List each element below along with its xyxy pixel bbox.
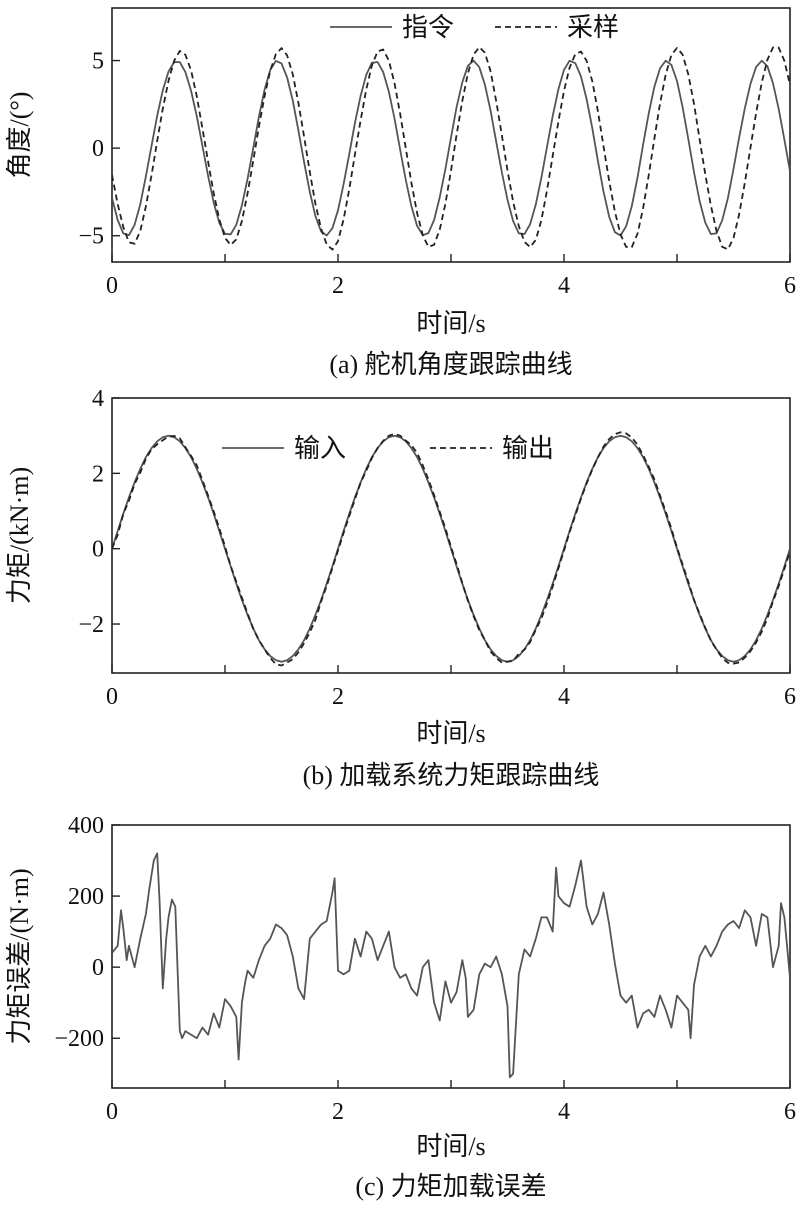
series-line-error	[112, 852, 790, 1079]
x-tick-label: 6	[784, 684, 796, 710]
y-tick-label: 0	[92, 955, 104, 981]
x-tick-label: 0	[106, 1099, 118, 1125]
x-tick-label: 2	[332, 684, 344, 710]
chart-panel-c: 0 2 4 6 −200 0 200 400 时间/s 力矩误差/(N·m) (c) 力矩加载误差	[5, 813, 796, 1201]
y-tick-label: 2	[92, 461, 104, 487]
x-tick-label: 4	[558, 684, 570, 710]
series-line-采样	[112, 46, 790, 251]
series-line-指令	[112, 59, 790, 237]
x-tick-label: 2	[332, 1099, 344, 1125]
series-line-输入	[112, 434, 790, 663]
y-axis-title: 力矩/(kN·m)	[5, 467, 34, 604]
legend-label: 指令	[402, 13, 454, 42]
y-axis-title: 角度/(°)	[5, 92, 34, 179]
x-axis-title: 时间/s	[416, 719, 485, 748]
y-tick-label: −5	[78, 224, 104, 250]
x-tick-label: 0	[106, 273, 118, 299]
panel-caption: (b) 加载系统力矩跟踪曲线	[303, 761, 600, 790]
y-tick-label: 0	[92, 136, 104, 162]
x-tick-label: 0	[106, 684, 118, 710]
x-tick-label: 2	[332, 273, 344, 299]
legend-label: 输入	[294, 434, 346, 463]
y-tick-label: −200	[54, 1026, 104, 1052]
x-tick-label: 6	[784, 1099, 796, 1125]
plot-frame	[111, 397, 791, 674]
x-tick-label: 4	[558, 273, 570, 299]
x-axis-title: 时间/s	[416, 309, 485, 338]
x-tick-label: 4	[558, 1099, 570, 1125]
y-tick-label: 200	[68, 884, 104, 910]
y-tick-label: 5	[92, 49, 104, 75]
panel-caption: (a) 舵机角度跟踪曲线	[329, 350, 572, 379]
x-axis-title: 时间/s	[416, 1132, 485, 1161]
x-tick-label: 6	[784, 273, 796, 299]
y-tick-label: −2	[78, 612, 104, 638]
y-tick-label: 0	[92, 537, 104, 563]
plot-frame	[111, 824, 791, 1089]
panel-caption: (c) 力矩加载误差	[355, 1172, 546, 1201]
legend-label: 采样	[567, 13, 619, 42]
y-tick-label: 400	[68, 813, 104, 839]
y-axis-title: 力矩误差/(N·m)	[5, 868, 34, 1044]
y-tick-label: 4	[92, 386, 104, 412]
legend-label: 输出	[502, 434, 554, 463]
